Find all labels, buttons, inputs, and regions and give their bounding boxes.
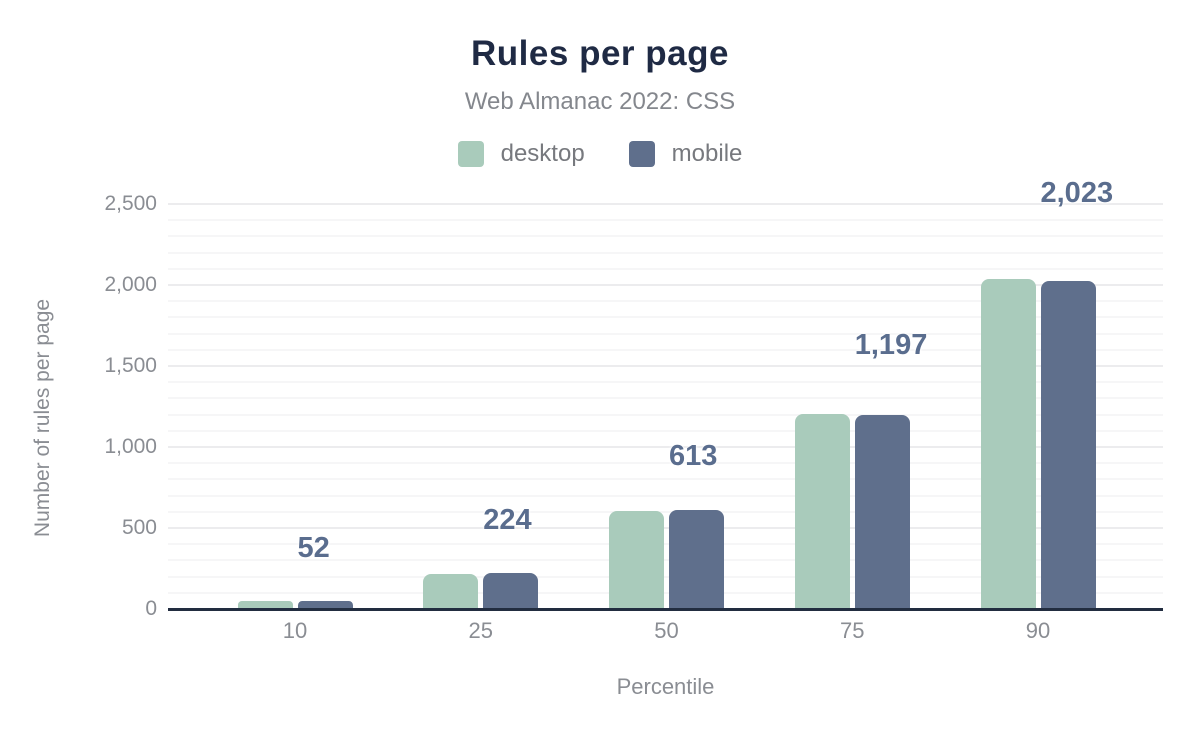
data-label-p90: 2,023 bbox=[1040, 177, 1114, 210]
data-label-p75: 1,197 bbox=[854, 329, 928, 362]
x-tick-label: 50 bbox=[654, 618, 679, 643]
gridline-minor bbox=[168, 316, 1163, 319]
bar-desktop-p25 bbox=[423, 573, 479, 609]
y-tick-label: 1,500 bbox=[104, 354, 157, 377]
bar-desktop-p10 bbox=[237, 601, 293, 609]
y-tick-label: 500 bbox=[121, 516, 157, 539]
chart-title: Rules per page bbox=[471, 34, 729, 73]
gridline-minor bbox=[168, 251, 1163, 254]
bar-mobile-p50 bbox=[669, 509, 724, 609]
gridline-minor bbox=[168, 397, 1163, 400]
data-label-p10: 52 bbox=[297, 531, 330, 564]
bar-mobile-p75 bbox=[854, 415, 910, 609]
legend-swatch-desktop bbox=[457, 141, 484, 167]
bar-mobile-p10 bbox=[297, 600, 353, 609]
legend-label: desktop bbox=[500, 140, 585, 167]
gridline-minor bbox=[168, 494, 1163, 497]
x-tick-label: 90 bbox=[1025, 618, 1051, 643]
gridline-minor bbox=[168, 478, 1163, 481]
y-tick-label: 0 bbox=[145, 597, 157, 620]
gridline-minor bbox=[168, 348, 1163, 351]
y-tick-label: 2,500 bbox=[104, 192, 157, 215]
gridline-major bbox=[168, 365, 1163, 367]
x-tick-label: 75 bbox=[840, 618, 865, 643]
gridline-minor bbox=[168, 429, 1163, 432]
gridline-major bbox=[168, 527, 1163, 529]
gridline-minor bbox=[168, 591, 1163, 594]
gridline-minor bbox=[168, 332, 1163, 335]
bar-desktop-p50 bbox=[609, 510, 664, 609]
gridline-minor bbox=[168, 235, 1163, 238]
y-tick-label: 2,000 bbox=[104, 273, 157, 296]
bar-mobile-p90 bbox=[1040, 281, 1096, 609]
gridline-major bbox=[168, 203, 1163, 205]
x-tick-label: 10 bbox=[282, 618, 308, 643]
gridline-major bbox=[168, 446, 1163, 448]
chart-subtitle: Web Almanac 2022: CSS bbox=[464, 88, 736, 115]
legend-item-mobile: mobile bbox=[628, 140, 743, 168]
gridline-minor bbox=[168, 413, 1163, 416]
bar-desktop-p90 bbox=[980, 279, 1036, 609]
gridline-minor bbox=[168, 300, 1163, 303]
x-axis-title: Percentile bbox=[616, 674, 715, 699]
bar-desktop-p75 bbox=[794, 413, 850, 609]
gridline-minor bbox=[168, 575, 1163, 578]
x-axis-line bbox=[168, 608, 1163, 611]
legend-swatch-mobile bbox=[628, 141, 655, 167]
y-axis-title: Number of rules per page bbox=[31, 298, 54, 538]
plot-area: 52 224 613 1,197 2,023 bbox=[168, 179, 1163, 611]
gridline-minor bbox=[168, 219, 1163, 222]
y-tick-label: 1,000 bbox=[104, 435, 157, 458]
gridline-major bbox=[168, 284, 1163, 286]
gridline-minor bbox=[168, 381, 1163, 384]
gridline-minor bbox=[168, 559, 1163, 562]
legend: desktop mobile bbox=[0, 140, 1200, 168]
gridline-minor bbox=[168, 543, 1163, 546]
legend-label: mobile bbox=[671, 140, 743, 167]
bar-mobile-p25 bbox=[483, 572, 539, 609]
data-label-p25: 224 bbox=[483, 503, 532, 536]
x-tick-label: 25 bbox=[468, 618, 493, 643]
data-label-p50: 613 bbox=[669, 439, 718, 472]
legend-item-desktop: desktop bbox=[457, 140, 585, 168]
gridline-minor bbox=[168, 267, 1163, 270]
gridline-minor bbox=[168, 462, 1163, 465]
gridline-minor bbox=[168, 510, 1163, 513]
